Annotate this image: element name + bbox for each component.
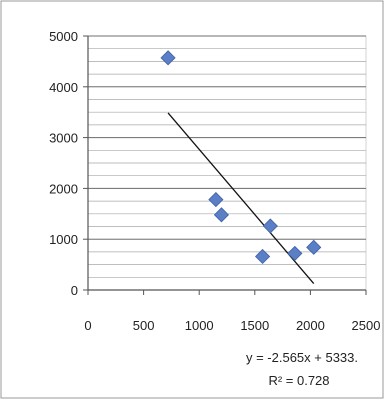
data-point-diamond [255, 248, 271, 265]
tick-labels: 0 1000 2000 3000 4000 5000 0 500 1000 1500 2000 250… [49, 29, 380, 333]
y-tick-label: 0 [71, 283, 78, 298]
x-tick-label: 2000 [296, 318, 325, 333]
trendline-equation: y = -2.565x + 5333. [246, 350, 358, 365]
x-tick-label: 500 [133, 318, 155, 333]
data-points [160, 50, 322, 265]
y-tick-label: 4000 [49, 80, 78, 95]
x-tick-label: 0 [84, 318, 91, 333]
data-point-diamond [262, 218, 278, 234]
y-tick-label: 2000 [49, 181, 78, 196]
data-point-diamond [213, 207, 230, 223]
data-point-diamond [208, 192, 224, 208]
x-tick-label: 1500 [240, 318, 269, 333]
data-point-diamond [306, 239, 322, 255]
y-tick-label: 1000 [49, 232, 78, 247]
r-squared-label: R² = 0.728 [268, 373, 329, 388]
y-tick-label: 5000 [49, 29, 78, 44]
x-tick-label: 1000 [185, 318, 214, 333]
data-point-diamond [287, 245, 303, 261]
data-point-diamond [160, 50, 176, 66]
x-tick-label: 2500 [352, 318, 381, 333]
gridlines [88, 35, 366, 291]
y-tick-label: 3000 [49, 131, 78, 146]
axes [83, 35, 367, 295]
